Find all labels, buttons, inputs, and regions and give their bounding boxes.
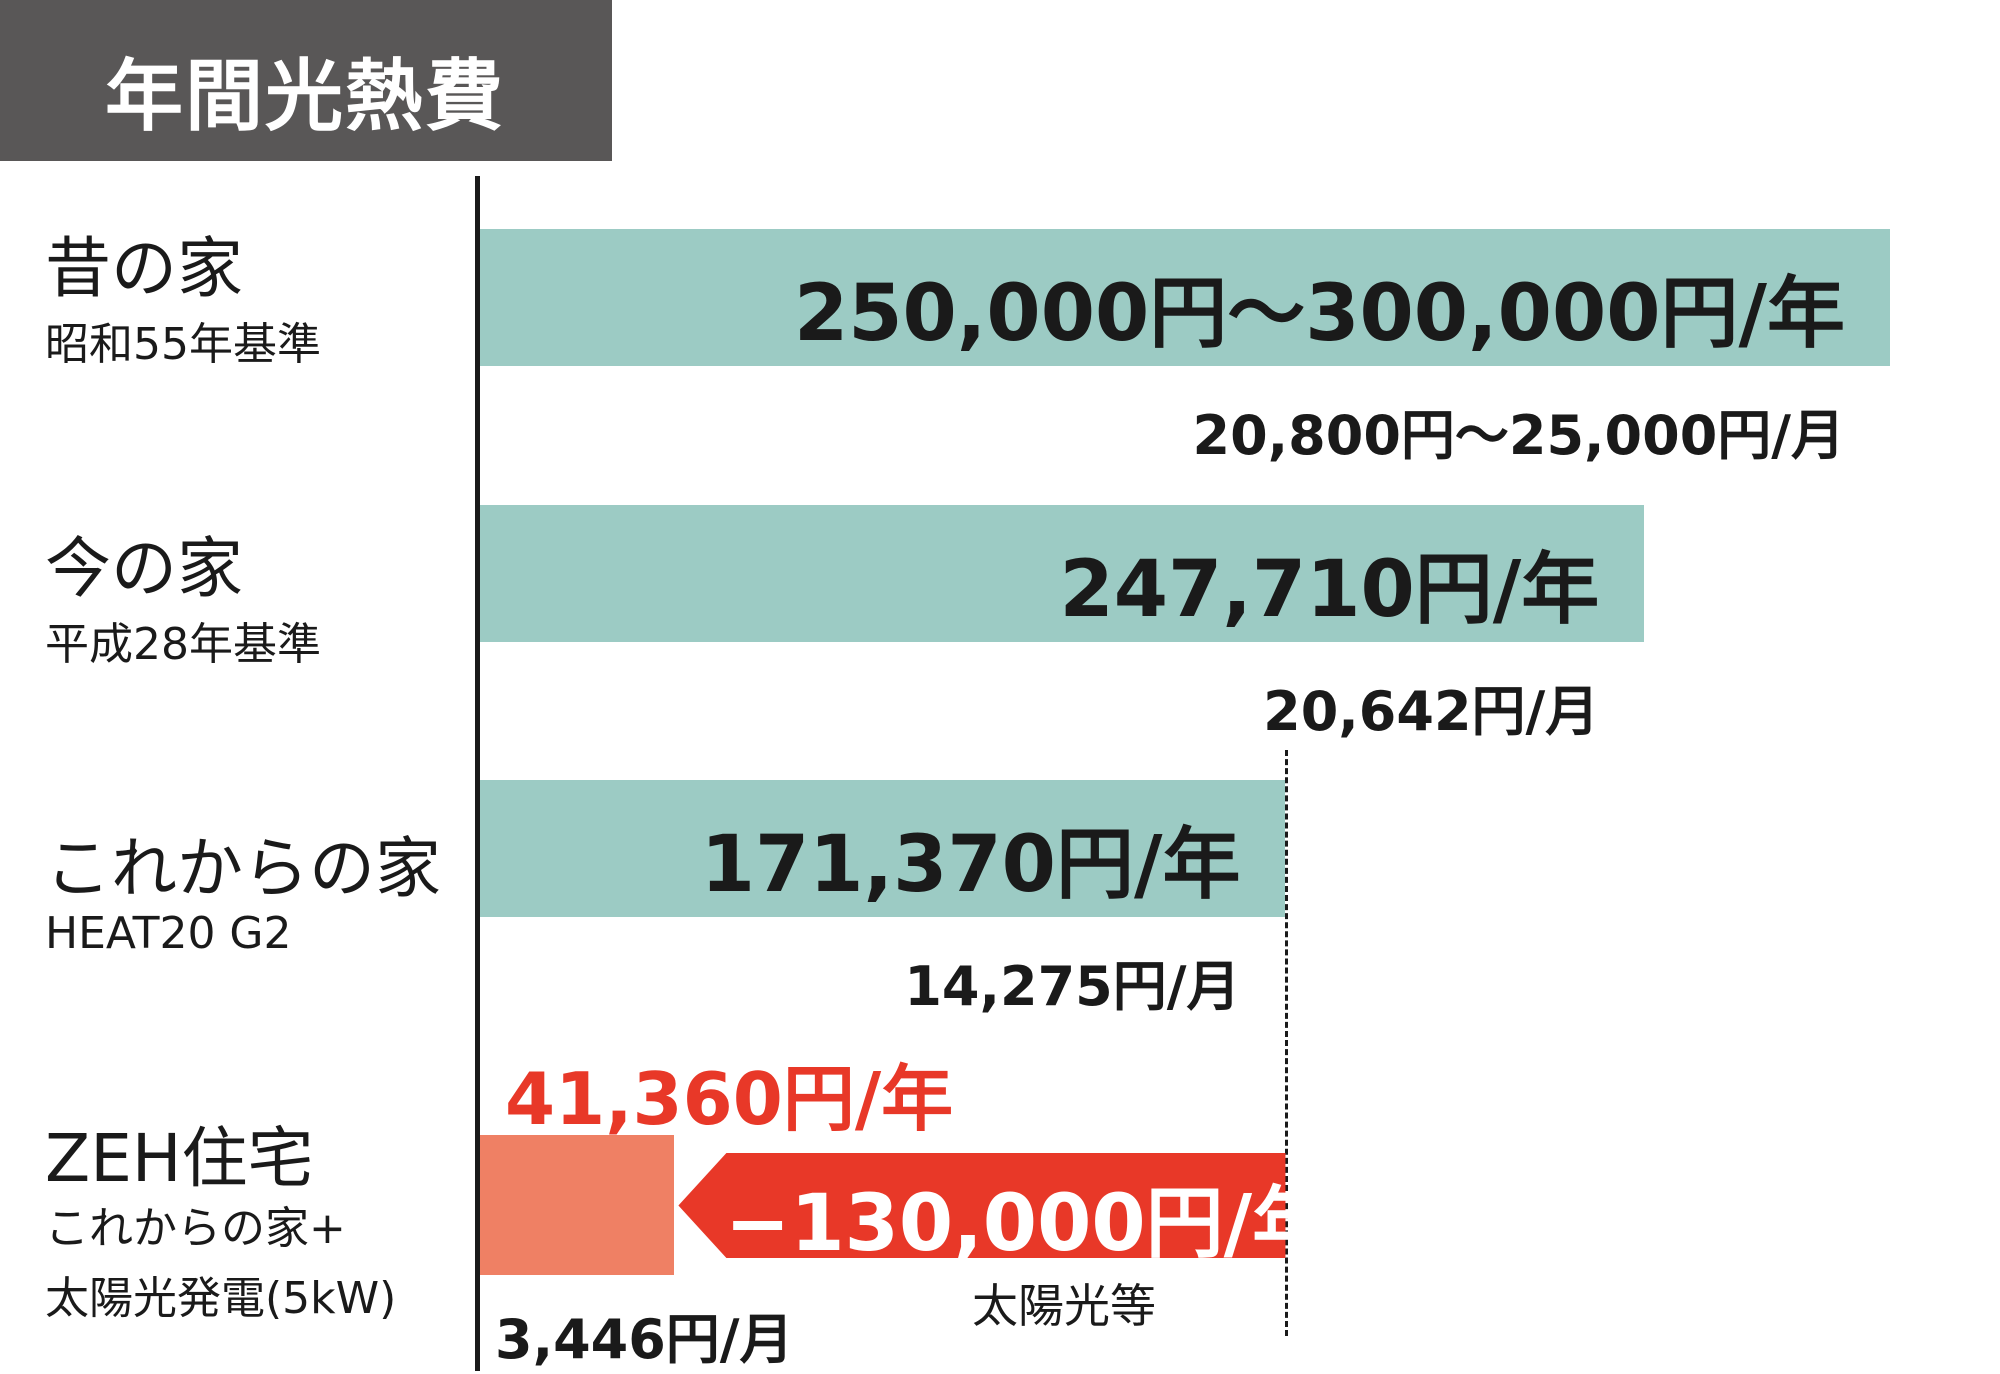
bar-current bbox=[480, 505, 1645, 642]
bar-old bbox=[480, 229, 1890, 366]
year-label-old: 250,000円〜300,000円/年 bbox=[793, 269, 1845, 359]
row-label-zeh-sub-1: これからの家+ bbox=[45, 1203, 346, 1254]
month-label-current: 20,642円/月 bbox=[1263, 680, 1600, 743]
axis-line bbox=[475, 176, 480, 1371]
zeh-year-label: 41,360円/年 bbox=[505, 1057, 954, 1141]
year-label-current: 247,710円/年 bbox=[1059, 545, 1600, 635]
row-label-current: 今の家 bbox=[45, 530, 243, 607]
bar-zeh bbox=[480, 1135, 675, 1275]
reduction-note: 太陽光等 bbox=[972, 1279, 1156, 1333]
reduction-label: −130,000円/年 bbox=[725, 1179, 1331, 1269]
title-box: 年間光熱費 bbox=[0, 0, 612, 161]
row-label-current-sub: 平成28年基準 bbox=[45, 619, 321, 670]
row-label-future: これからの家 bbox=[45, 830, 441, 907]
row-label-zeh: ZEH住宅 bbox=[45, 1120, 314, 1197]
reduction-arrow-shape bbox=[678, 1153, 1286, 1258]
reference-dashed-line bbox=[1285, 750, 1289, 1336]
month-label-future: 14,275円/月 bbox=[904, 955, 1241, 1018]
bar-future bbox=[480, 780, 1286, 917]
chart-title: 年間光熱費 bbox=[105, 52, 506, 142]
month-label-old: 20,800円〜25,000円/月 bbox=[1192, 404, 1845, 467]
zeh-month-label: 3,446円/月 bbox=[495, 1308, 794, 1371]
year-label-future: 171,370円/年 bbox=[700, 820, 1241, 910]
row-label-future-sub: HEAT20 G2 bbox=[45, 908, 292, 959]
row-label-old-sub: 昭和55年基準 bbox=[45, 319, 321, 370]
row-label-old: 昔の家 bbox=[45, 230, 243, 307]
row-label-zeh-sub-2: 太陽光発電(5kW) bbox=[45, 1273, 397, 1324]
